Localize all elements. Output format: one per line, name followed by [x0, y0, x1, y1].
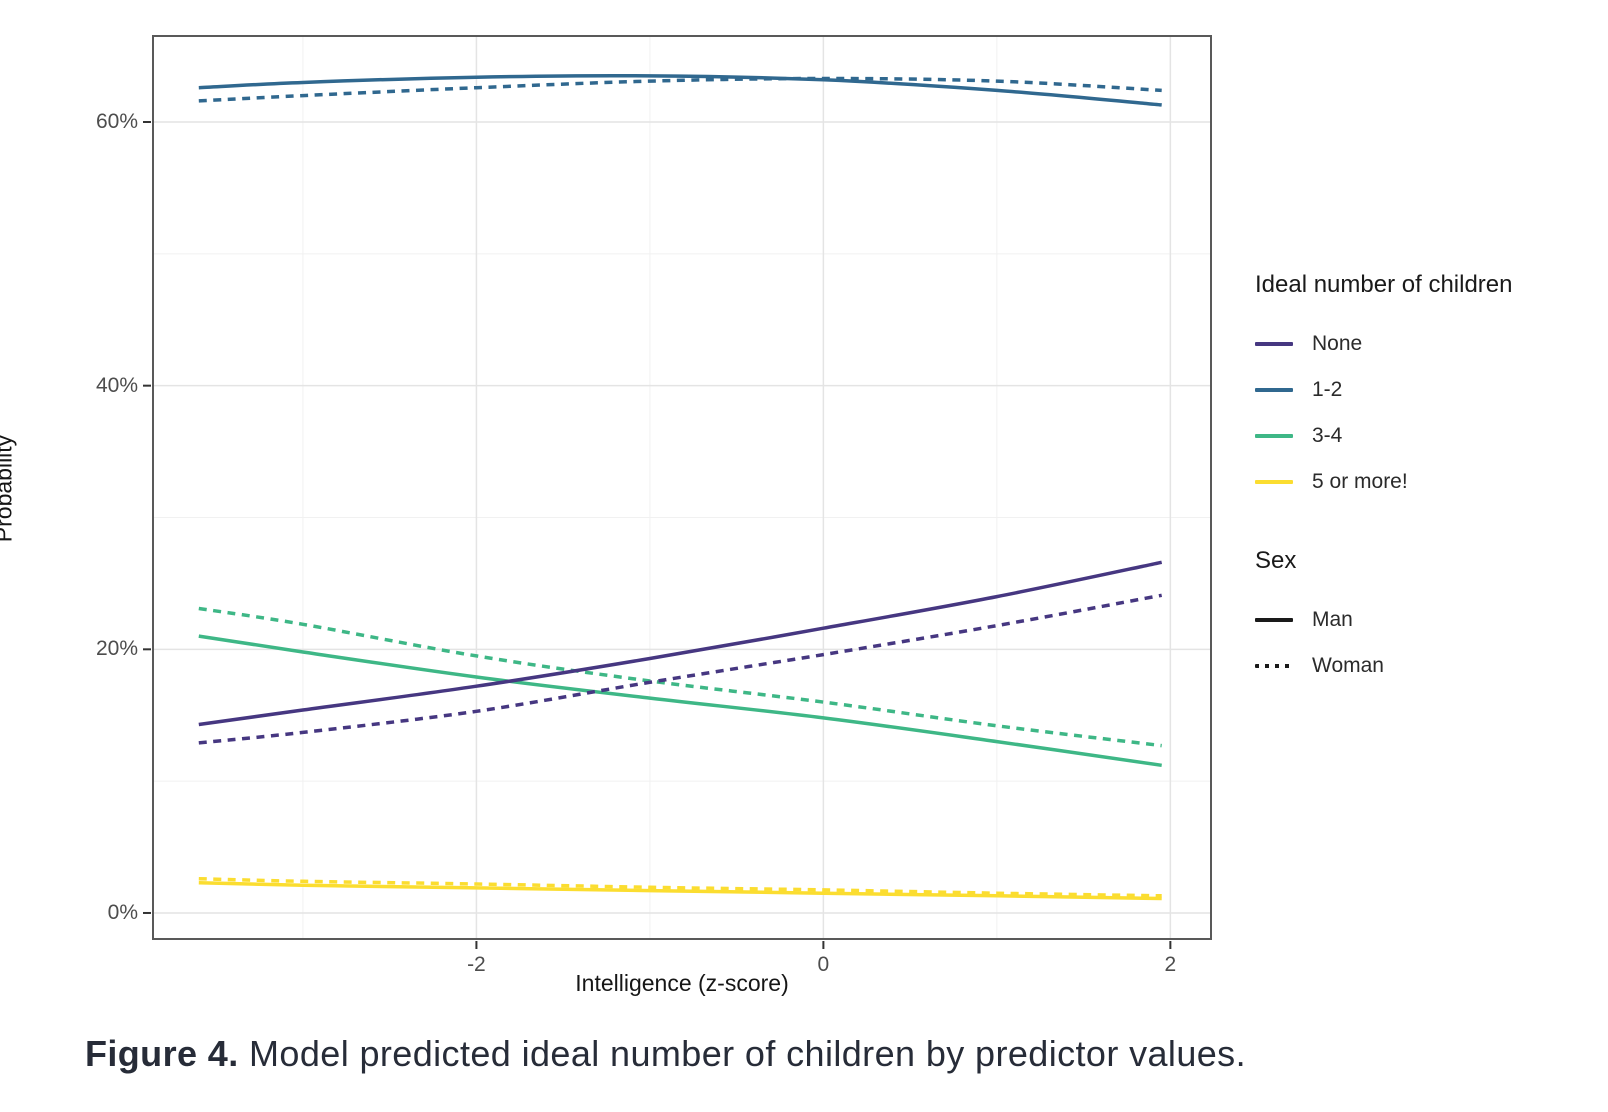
legend-item-5-or-more-: 5 or more! — [1255, 459, 1595, 505]
y-tick-label: 0% — [107, 900, 138, 924]
legend-item-man: Man — [1255, 597, 1595, 643]
x-tick-label: -2 — [467, 953, 486, 976]
legend-line-icon — [1255, 618, 1293, 622]
legend-item-label: 5 or more! — [1312, 470, 1408, 493]
legend-item-woman: Woman — [1255, 643, 1595, 689]
caption-label: Figure 4. — [85, 1033, 239, 1074]
legend-item-label: 3-4 — [1312, 424, 1343, 447]
series-5-or-more--man — [198, 880, 1162, 901]
legend-item-label: Woman — [1312, 654, 1384, 677]
legend: Ideal number of children None 1-2 3-4 5 or … — [1255, 270, 1595, 689]
legend-item-label: 1-2 — [1312, 378, 1343, 401]
legend-sex-items: Man Woman — [1255, 597, 1595, 689]
y-tick-label: 60% — [95, 110, 138, 133]
legend-title-sex: Sex — [1255, 547, 1297, 574]
legend-line-icon — [1255, 480, 1293, 484]
figure-caption: Figure 4. Model predicted ideal number o… — [85, 1032, 1575, 1076]
series-1-2-man — [198, 73, 1162, 107]
x-axis-title: Intelligence (z-score) — [575, 970, 789, 996]
y-tick-label: 40% — [95, 373, 138, 397]
series-1-2-woman — [198, 76, 1162, 103]
series-none-woman — [198, 593, 1163, 745]
legend-item-1-2: 1-2 — [1255, 367, 1595, 413]
legend-item-none: None — [1255, 321, 1595, 367]
legend-line-icon — [1255, 342, 1293, 346]
legend-item-label: None — [1312, 332, 1363, 355]
series-3-4-man — [198, 634, 1162, 768]
series-5-or-more--woman — [198, 876, 1162, 898]
series-none-man — [198, 560, 1163, 727]
x-tick-label: 2 — [1164, 953, 1177, 976]
caption-text: Model predicted ideal number of children… — [238, 1033, 1246, 1074]
legend-title-children: Ideal number of children — [1255, 271, 1513, 298]
legend-children-items: None 1-2 3-4 5 or more! — [1255, 321, 1595, 505]
legend-line-icon — [1255, 434, 1293, 438]
legend-item-label: Man — [1312, 608, 1353, 631]
y-axis-title: Probability — [0, 434, 17, 543]
legend-line-icon — [1255, 388, 1293, 392]
legend-item-3-4: 3-4 — [1255, 413, 1595, 459]
legend-line-icon — [1255, 664, 1293, 668]
y-tick-label: 20% — [95, 637, 138, 661]
x-tick-label: 0 — [817, 953, 830, 976]
plot-panel — [143, 35, 1212, 949]
